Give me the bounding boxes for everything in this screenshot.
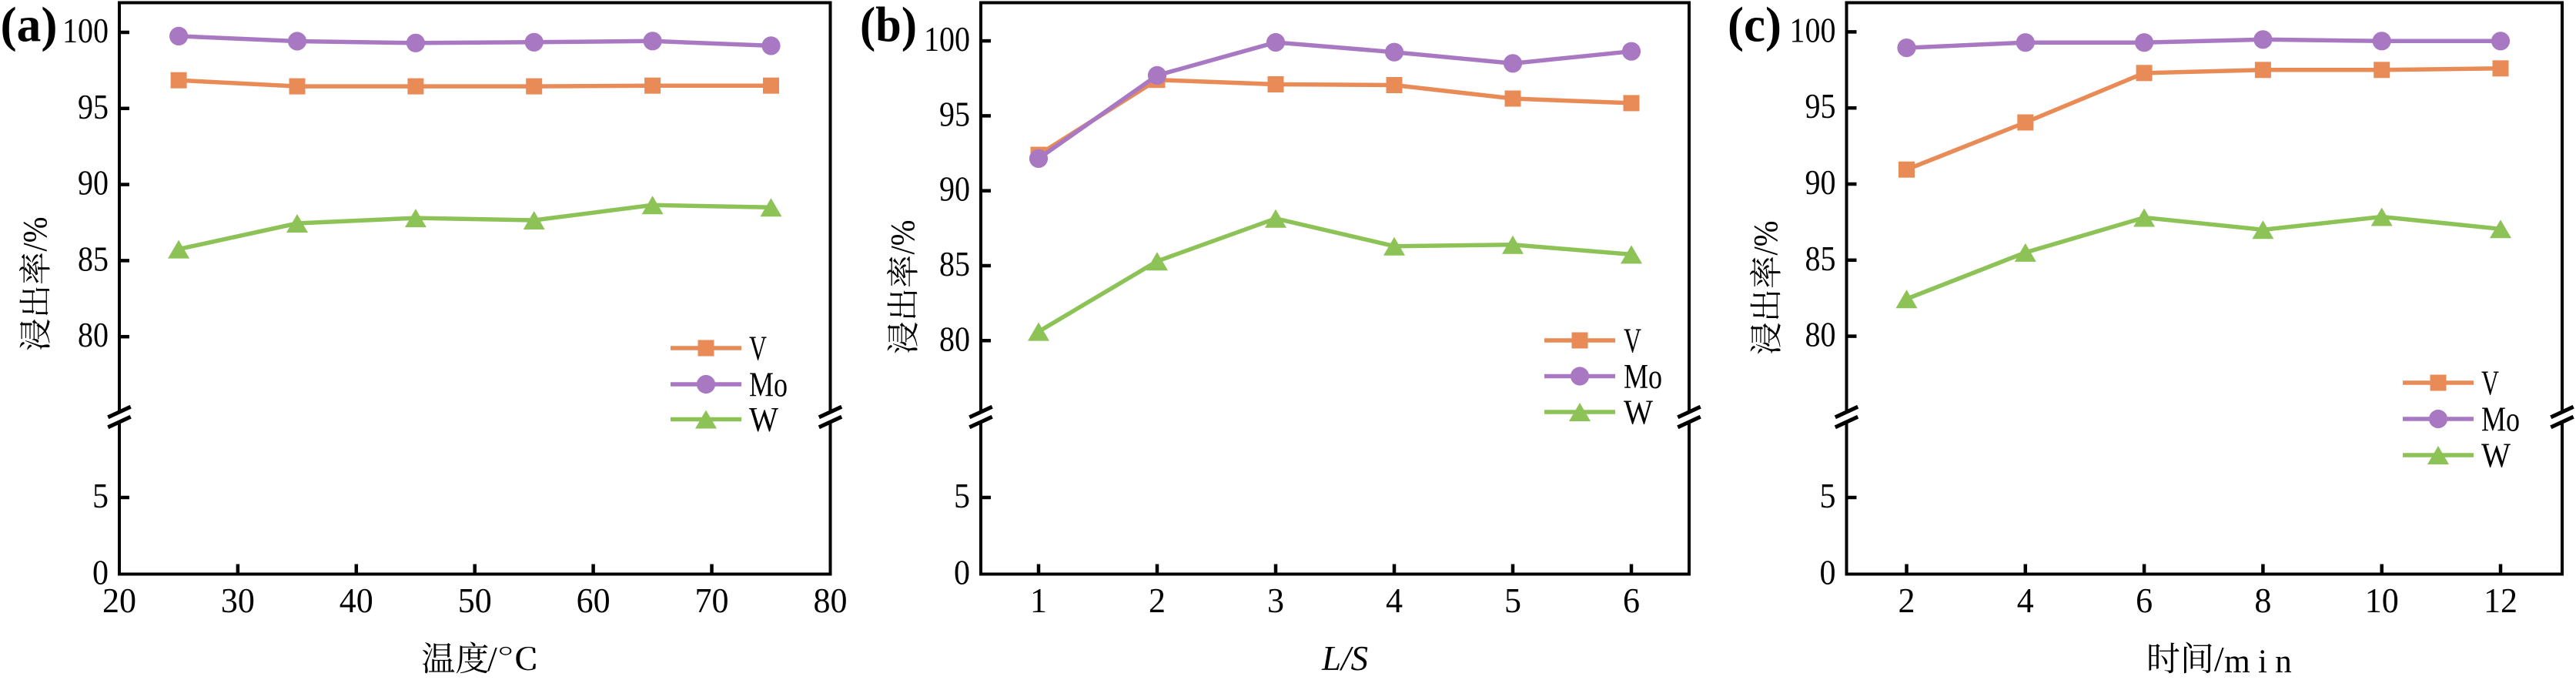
svg-text:8: 8: [2254, 581, 2271, 620]
svg-text:V: V: [749, 330, 767, 368]
svg-text:0: 0: [1820, 553, 1836, 592]
svg-text:Mo: Mo: [2481, 400, 2520, 439]
svg-text:85: 85: [1805, 239, 1836, 278]
svg-text:90: 90: [1805, 162, 1836, 202]
svg-text:5: 5: [1820, 476, 1836, 515]
svg-text:/: /: [487, 639, 497, 678]
svg-text:4: 4: [2017, 581, 2034, 620]
svg-text:80: 80: [939, 319, 970, 358]
svg-text:/: /: [2214, 639, 2224, 678]
svg-text:3: 3: [1267, 581, 1284, 620]
svg-text:100: 100: [924, 19, 970, 59]
svg-text:5: 5: [954, 476, 970, 515]
svg-text:/%: /%: [884, 220, 922, 255]
svg-text:2: 2: [1149, 581, 1166, 620]
svg-text:40: 40: [340, 581, 373, 620]
svg-text:(c): (c): [1728, 0, 1781, 53]
svg-text:0: 0: [954, 553, 970, 592]
svg-text:95: 95: [1805, 86, 1836, 126]
svg-text:12: 12: [2484, 581, 2517, 620]
svg-text:2: 2: [1899, 581, 1915, 620]
svg-text:0: 0: [92, 553, 109, 592]
svg-text:6: 6: [1623, 581, 1640, 620]
svg-text:30: 30: [221, 581, 255, 620]
svg-text:85: 85: [78, 239, 109, 278]
svg-text:(a): (a): [1, 0, 58, 53]
svg-text:85: 85: [939, 244, 970, 283]
svg-text:95: 95: [939, 94, 970, 133]
svg-text:1: 1: [1030, 581, 1047, 620]
svg-text:90: 90: [78, 163, 109, 203]
svg-text:80: 80: [78, 315, 109, 354]
svg-text:90: 90: [939, 169, 970, 209]
svg-text:60: 60: [577, 581, 611, 620]
svg-text:5: 5: [92, 476, 109, 515]
svg-text:/%: /%: [1747, 221, 1785, 256]
svg-text:L/S: L/S: [1321, 639, 1368, 678]
svg-text:Mo: Mo: [1624, 357, 1662, 396]
svg-text:(b): (b): [860, 0, 917, 53]
svg-text:95: 95: [78, 87, 109, 126]
svg-text:V: V: [1624, 322, 1641, 360]
svg-text:20: 20: [102, 581, 136, 620]
svg-text:/%: /%: [16, 217, 54, 252]
svg-text:70: 70: [695, 581, 729, 620]
svg-text:80: 80: [1805, 315, 1836, 354]
svg-text:80: 80: [814, 581, 848, 620]
svg-text:100: 100: [1790, 10, 1836, 49]
svg-text:50: 50: [458, 581, 492, 620]
svg-text:W: W: [749, 400, 778, 439]
svg-text:4: 4: [1386, 581, 1403, 620]
svg-text:10: 10: [2365, 581, 2399, 620]
svg-text:W: W: [2481, 437, 2511, 475]
svg-text:W: W: [1624, 394, 1653, 432]
svg-text:min: min: [2224, 644, 2292, 680]
svg-text:Mo: Mo: [749, 366, 788, 404]
svg-text:6: 6: [2136, 581, 2153, 620]
svg-text:V: V: [2481, 364, 2499, 403]
svg-text:5: 5: [1504, 581, 1521, 620]
svg-text:100: 100: [62, 11, 109, 50]
